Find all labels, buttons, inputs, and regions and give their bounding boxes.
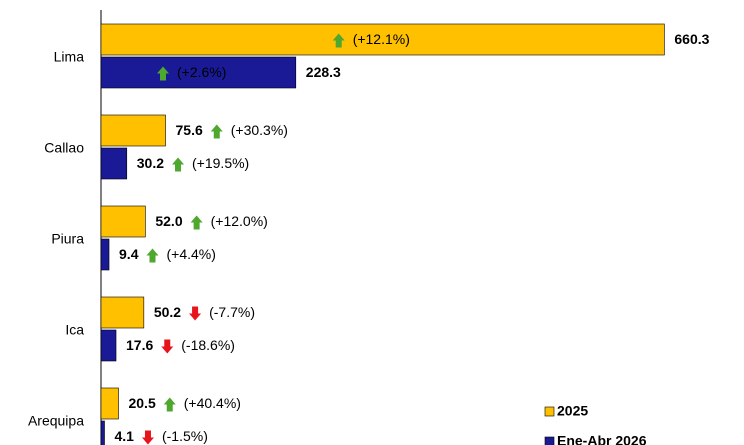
legend-label: Ene-Abr 2026 bbox=[557, 433, 647, 445]
bar bbox=[100, 238, 110, 271]
bar bbox=[100, 387, 119, 420]
value-label: 75.6 bbox=[176, 122, 203, 138]
bar bbox=[100, 56, 297, 89]
bar bbox=[100, 296, 145, 329]
change-arrow bbox=[190, 215, 203, 230]
value-label: 30.2 bbox=[137, 155, 164, 171]
value-label: 52.0 bbox=[155, 213, 182, 229]
bar bbox=[100, 205, 146, 238]
y-tick-label: Piura bbox=[51, 231, 84, 247]
change-arrow bbox=[146, 248, 159, 263]
value-label: 17.6 bbox=[126, 337, 153, 353]
change-label: (-18.6%) bbox=[181, 337, 235, 353]
y-tick-label: Lima bbox=[54, 49, 85, 65]
y-tick-label: Arequipa bbox=[28, 413, 84, 429]
change-label: (+12.1%) bbox=[353, 31, 410, 47]
change-label: (+12.0%) bbox=[211, 213, 268, 229]
legend-swatch bbox=[544, 436, 555, 445]
bar bbox=[100, 23, 665, 56]
change-label: (-1.5%) bbox=[162, 428, 208, 444]
change-label: (+2.6%) bbox=[177, 64, 226, 80]
change-label: (-7.7%) bbox=[209, 304, 255, 320]
value-label: 20.5 bbox=[128, 395, 155, 411]
bar bbox=[100, 147, 128, 180]
change-label: (+19.5%) bbox=[192, 155, 249, 171]
value-label: 9.4 bbox=[119, 246, 139, 262]
change-arrow bbox=[189, 306, 202, 321]
change-arrow bbox=[172, 157, 185, 172]
change-arrow bbox=[210, 124, 223, 139]
value-label: 660.3 bbox=[674, 31, 709, 47]
bar bbox=[100, 329, 117, 362]
value-label: 228.3 bbox=[306, 64, 341, 80]
change-arrow bbox=[141, 430, 154, 445]
change-label: (+30.3%) bbox=[231, 122, 288, 138]
bar bbox=[100, 114, 166, 147]
change-arrow bbox=[163, 397, 176, 412]
change-arrow bbox=[161, 339, 174, 354]
legend-swatch bbox=[544, 406, 555, 417]
y-tick-label: Ica bbox=[65, 322, 84, 338]
change-arrow bbox=[157, 66, 169, 81]
value-label: 50.2 bbox=[154, 304, 181, 320]
change-label: (+40.4%) bbox=[184, 395, 241, 411]
legend-label: 2025 bbox=[557, 403, 588, 419]
change-label: (+4.4%) bbox=[166, 246, 215, 262]
value-label: 4.1 bbox=[114, 428, 134, 444]
bar bbox=[100, 420, 105, 445]
change-arrow bbox=[332, 33, 345, 48]
y-tick-label: Callao bbox=[44, 140, 84, 156]
